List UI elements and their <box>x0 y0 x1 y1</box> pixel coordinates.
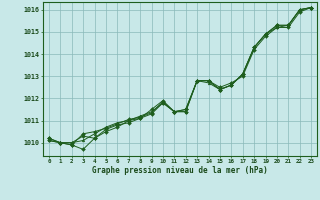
X-axis label: Graphe pression niveau de la mer (hPa): Graphe pression niveau de la mer (hPa) <box>92 166 268 175</box>
